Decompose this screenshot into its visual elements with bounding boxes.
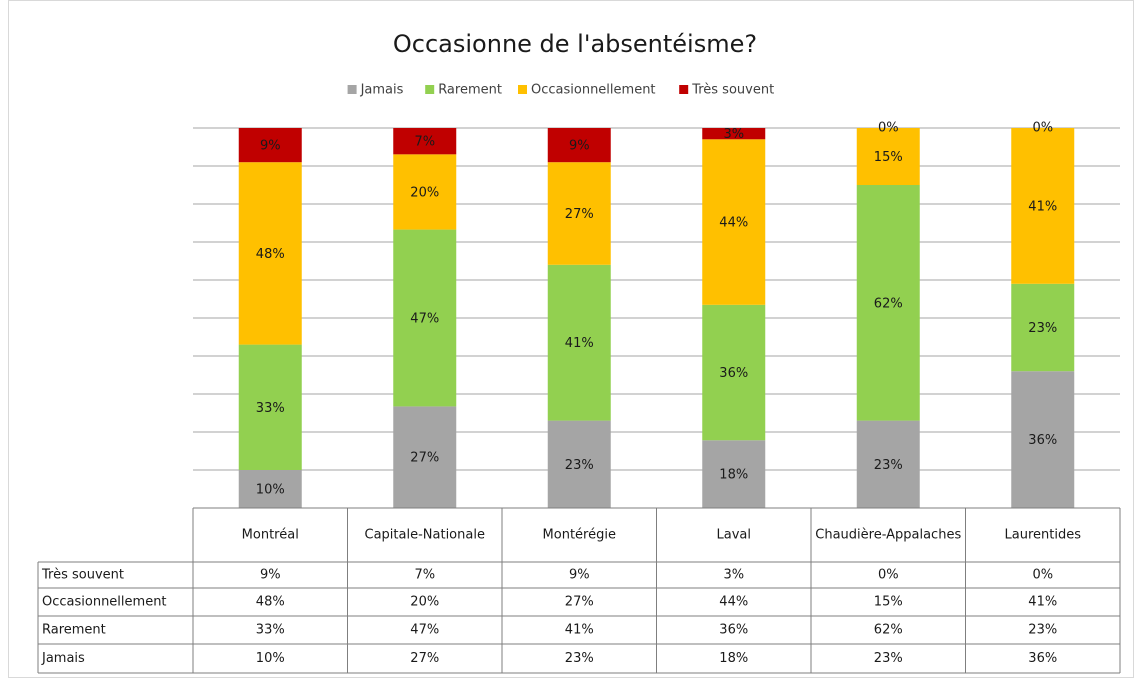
data-label: 23% (1028, 321, 1057, 336)
data-label: 15% (874, 150, 903, 165)
table-row-label: Très souvent (41, 568, 124, 583)
bar-segment (702, 440, 766, 508)
x-tick-label: Laval (717, 528, 751, 543)
table-cell: 41% (565, 623, 594, 638)
bar-segment (1011, 283, 1075, 372)
data-label: 9% (260, 139, 281, 154)
x-tick-label: Montréal (242, 528, 299, 543)
bar-segment (1011, 128, 1075, 284)
table-cell: 7% (414, 568, 435, 583)
legend-swatch (679, 85, 689, 94)
legend-swatch (425, 85, 435, 94)
data-label: 36% (719, 366, 748, 381)
data-label: 23% (565, 458, 594, 473)
legend-label: Jamais (360, 83, 404, 98)
data-label: 44% (719, 216, 748, 231)
bar-segment (856, 128, 920, 185)
data-label: 10% (256, 483, 285, 498)
bar-segment (702, 304, 766, 441)
data-label: 18% (719, 468, 748, 483)
bar-segment (547, 420, 611, 508)
table-cell: 18% (719, 651, 748, 666)
legend-swatch (347, 85, 357, 94)
data-label: 27% (410, 451, 439, 466)
x-tick-label: Laurentides (1005, 528, 1082, 543)
table-cell: 9% (260, 568, 281, 583)
table-row-label: Occasionnellement (42, 595, 167, 610)
table-cell: 44% (719, 595, 748, 610)
table-row-label: Rarement (42, 623, 106, 638)
data-label: 41% (565, 336, 594, 351)
bar-segment (393, 154, 457, 230)
bar-segment (393, 128, 457, 155)
data-label: 20% (410, 185, 439, 200)
bar-segment (238, 470, 302, 508)
table-cell: 33% (256, 623, 285, 638)
bar-segment (238, 128, 302, 163)
data-label: 0% (878, 121, 899, 136)
table-cell: 47% (410, 623, 439, 638)
data-label: 62% (874, 296, 903, 311)
table-cell: 41% (1028, 595, 1057, 610)
table-cell: 23% (565, 651, 594, 666)
bar-segment (702, 128, 766, 140)
bar-segment (547, 162, 611, 265)
table-cell: 62% (874, 623, 903, 638)
bar-segment (393, 229, 457, 407)
data-label: 41% (1028, 199, 1057, 214)
data-label: 27% (565, 207, 594, 222)
bar-segment (702, 139, 766, 305)
table-cell: 27% (410, 651, 439, 666)
legend-label: Rarement (438, 83, 502, 98)
table-cell: 20% (410, 595, 439, 610)
data-label: 33% (256, 401, 285, 416)
table-cell: 15% (874, 595, 903, 610)
table-cell: 36% (719, 623, 748, 638)
chart-title: Occasionne de l'absentéisme? (393, 30, 757, 58)
table-cell: 23% (874, 651, 903, 666)
table-cell: 3% (723, 568, 744, 583)
data-label: 48% (256, 247, 285, 262)
data-label: 3% (723, 127, 744, 142)
bar-segment (547, 264, 611, 421)
legend-label: Occasionnellement (531, 83, 656, 98)
table-cell: 0% (1032, 568, 1053, 583)
legend: Jamais Rarement Occasionnellement Très souv… (347, 83, 774, 98)
bar-segment (547, 128, 611, 163)
legend-swatch (518, 85, 527, 94)
bar-segment (393, 406, 457, 508)
table-cell: 27% (565, 595, 594, 610)
table-cell: 10% (256, 651, 285, 666)
data-label: 0% (1032, 121, 1053, 136)
table-cell: 23% (1028, 623, 1057, 638)
data-label: 9% (569, 139, 590, 154)
data-label: 23% (874, 458, 903, 473)
table-cell: 36% (1028, 651, 1057, 666)
bar-segment (238, 344, 302, 470)
table-cell: 9% (569, 568, 590, 583)
table-row-label: Jamais (41, 651, 85, 666)
x-tick-label: Capitale-Nationale (365, 528, 485, 543)
data-label: 7% (414, 135, 435, 150)
table-cell: 0% (878, 568, 899, 583)
bar-segment (238, 162, 302, 345)
bar-segment (1011, 371, 1075, 508)
legend-label: Très souvent (691, 83, 774, 98)
data-label: 36% (1028, 433, 1057, 448)
table-cell: 48% (256, 595, 285, 610)
bar-segment (856, 420, 920, 508)
data-label: 47% (410, 312, 439, 327)
x-tick-label: Montérégie (543, 528, 616, 543)
x-tick-label: Chaudière-Appalaches (815, 528, 961, 543)
bar-segment (856, 185, 920, 421)
